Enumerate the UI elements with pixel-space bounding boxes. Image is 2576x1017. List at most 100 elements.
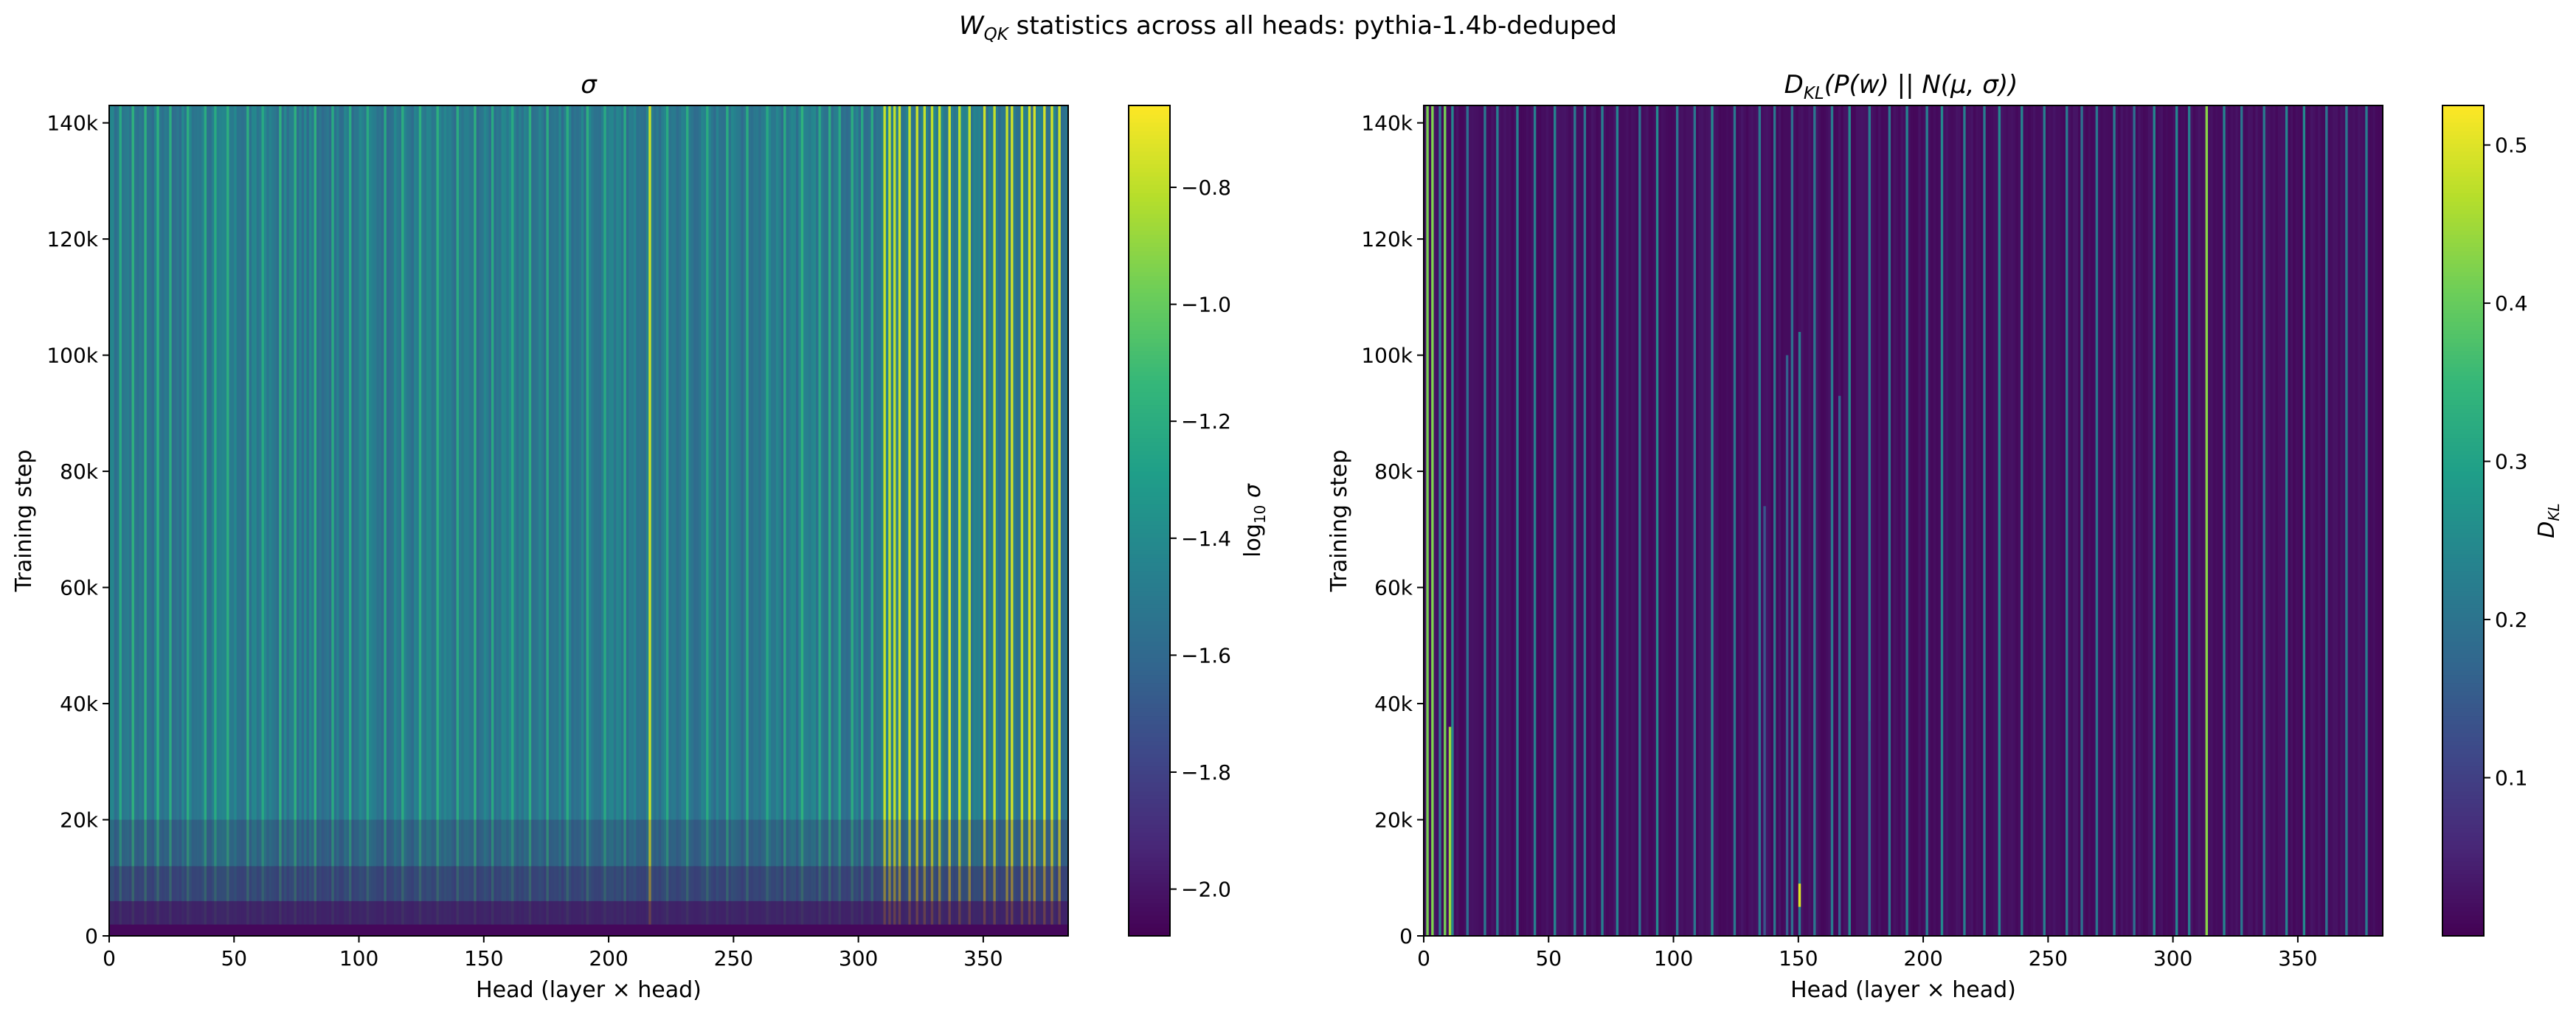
heatmap-column <box>249 105 252 936</box>
heatmap-column <box>2347 105 2351 936</box>
heatmap-column <box>414 105 418 936</box>
colorbar-segment <box>2442 778 2484 783</box>
colorbar-segment <box>2442 707 2484 712</box>
heatmap-column <box>1048 105 1051 936</box>
colorbar-segment <box>1129 554 1170 559</box>
heatmap-column <box>2310 105 2313 936</box>
heatmap-column <box>755 105 759 936</box>
heatmap-column <box>2093 105 2097 936</box>
colorbar-segment <box>2442 890 2484 895</box>
heatmap-column <box>1821 105 1824 936</box>
heatmap-column <box>930 105 934 936</box>
colorbar-segment <box>2442 491 2484 497</box>
heatmap-column <box>701 105 704 936</box>
colorbar-segment <box>1129 221 1170 227</box>
heatmap-column <box>735 105 739 936</box>
heatmap-column <box>2300 105 2304 936</box>
dkl-x-axis-label: Head (layer × head) <box>1790 977 2016 1003</box>
colorbar-segment <box>2442 163 2484 169</box>
heatmap-column <box>256 105 260 936</box>
colorbar-tick-label: 0.3 <box>2495 450 2528 474</box>
colorbar-segment <box>1129 117 1170 123</box>
heatmap-column <box>2138 105 2142 936</box>
heatmap-column <box>2230 105 2234 936</box>
colorbar-segment <box>1129 246 1170 251</box>
heatmap-streak <box>1868 721 1871 936</box>
heatmap-column <box>404 105 407 936</box>
heatmap-column <box>823 105 827 936</box>
heatmap-column <box>548 105 552 936</box>
colorbar-segment <box>1129 757 1170 763</box>
colorbar-segment <box>1129 794 1170 800</box>
heatmap-column <box>528 105 532 936</box>
colorbar-segment <box>2442 437 2484 442</box>
heatmap-column <box>2277 105 2281 936</box>
heatmap-column <box>1980 105 1984 936</box>
heatmap-column <box>1668 105 1672 936</box>
heatmap-column <box>710 105 714 936</box>
colorbar-segment <box>1129 338 1170 343</box>
colorbar-segment <box>2442 221 2484 227</box>
heatmap-column <box>773 105 777 936</box>
heatmap-column <box>2257 105 2261 936</box>
heatmap-column <box>2223 105 2226 936</box>
colorbar-segment <box>2442 458 2484 463</box>
heatmap-column <box>2290 105 2293 936</box>
heatmap-column <box>970 105 974 936</box>
heatmap-column <box>218 105 222 936</box>
colorbar-segment <box>1129 300 1170 306</box>
heatmap-column <box>1893 105 1897 936</box>
heatmap-column <box>703 105 707 936</box>
colorbar-segment <box>1129 387 1170 393</box>
heatmap-column <box>1526 105 1529 936</box>
heatmap-column <box>1493 105 1497 936</box>
heatmap-column <box>661 105 665 936</box>
heatmap-column <box>1920 105 1924 936</box>
heatmap-column <box>611 105 614 936</box>
colorbar-segment <box>2442 400 2484 406</box>
heatmap-column <box>958 105 962 936</box>
heatmap-column <box>2175 105 2178 936</box>
colorbar-segment <box>1129 383 1170 389</box>
colorbar-segment <box>2442 599 2484 605</box>
heatmap-column <box>1723 105 1727 936</box>
sigma-x-axis-label: Head (layer × head) <box>476 977 702 1003</box>
heatmap-column <box>446 105 450 936</box>
heatmap-column <box>1908 105 1911 936</box>
colorbar-segment <box>1129 487 1170 493</box>
heatmap-column <box>606 105 609 936</box>
heatmap-column <box>783 105 787 936</box>
heatmap-column <box>2057 105 2061 936</box>
colorbar-segment <box>1129 678 1170 684</box>
colorbar-segment <box>2442 188 2484 194</box>
heatmap-column <box>901 105 904 936</box>
colorbar-segment <box>2442 641 2484 646</box>
heatmap-column <box>571 105 575 936</box>
colorbar-segment <box>1129 180 1170 185</box>
colorbar-segment <box>1129 122 1170 127</box>
heatmap-column <box>2077 105 2081 936</box>
heatmap-column <box>1056 105 1059 936</box>
colorbar-segment <box>2442 109 2484 115</box>
colorbar-segment <box>1129 333 1170 339</box>
colorbar-segment <box>1129 620 1170 625</box>
heatmap-column <box>304 105 308 936</box>
colorbar-segment <box>1129 815 1170 821</box>
heatmap-column <box>1696 105 1699 936</box>
heatmap-column <box>636 105 640 936</box>
colorbar-segment <box>1129 229 1170 235</box>
colorbar-segment <box>1129 275 1170 281</box>
colorbar-segment <box>1129 209 1170 215</box>
colorbar-segment <box>1129 844 1170 850</box>
heatmap-column <box>553 105 557 936</box>
heatmap-column <box>381 105 384 936</box>
figure-suptitle: WQK statistics across all heads: pythia-… <box>959 11 1617 44</box>
heatmap-column <box>803 105 807 936</box>
colorbar-segment <box>2442 753 2484 758</box>
heatmap-column <box>1855 105 1859 936</box>
colorbar-segment <box>1129 379 1170 385</box>
colorbar-segment <box>2442 782 2484 788</box>
colorbar-segment <box>2442 292 2484 297</box>
colorbar-segment <box>2442 616 2484 621</box>
colorbar-tick-label: 0.1 <box>2495 766 2528 791</box>
